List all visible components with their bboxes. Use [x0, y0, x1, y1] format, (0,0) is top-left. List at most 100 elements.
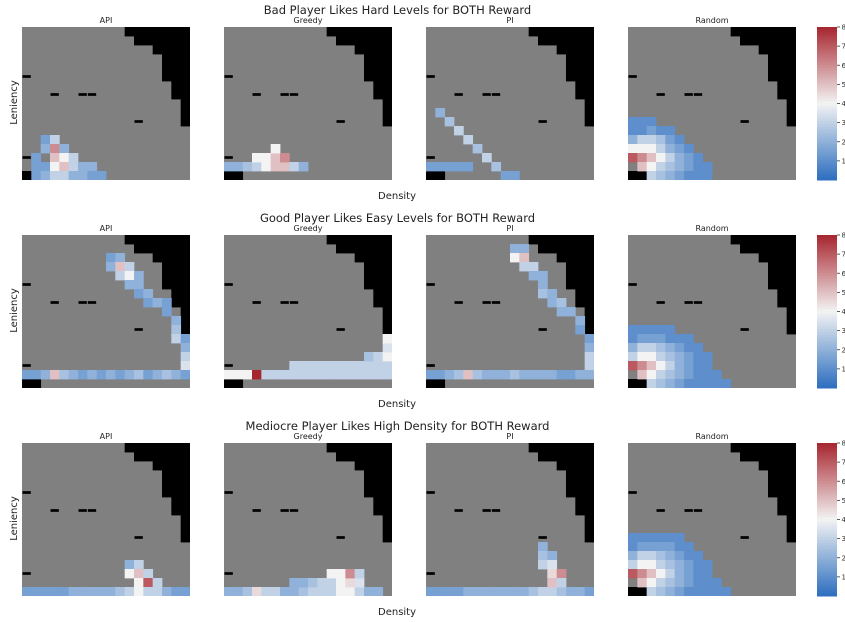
heatmap-cell	[40, 171, 51, 180]
invalid-cell	[171, 244, 182, 254]
invalid-cell	[382, 506, 392, 516]
colorbar-segment	[817, 34, 837, 38]
heatmap-cell	[373, 352, 384, 362]
heatmap-cell	[702, 352, 713, 362]
invalid-cell	[566, 262, 576, 272]
invalid-cell	[777, 289, 788, 299]
invalid-cell	[575, 54, 586, 64]
heatmap-cell	[693, 171, 704, 180]
heatmap-cell	[637, 153, 648, 163]
heatmap-cell	[646, 153, 657, 163]
invalid-cell	[180, 298, 190, 308]
invalid-cell	[575, 488, 586, 498]
colorbar-segment	[817, 357, 837, 361]
invalid-cell	[180, 90, 190, 100]
invalid-cell	[575, 443, 586, 453]
invalid-cell	[382, 443, 392, 453]
invalid-cell	[171, 253, 182, 263]
invalid-marker	[336, 455, 345, 458]
invalid-cell	[364, 280, 374, 290]
invalid-cell	[786, 452, 796, 462]
heatmap-cell	[317, 361, 328, 371]
invalid-cell	[786, 253, 796, 263]
heatmap-cell	[656, 361, 666, 371]
invalid-marker	[482, 509, 491, 512]
invalid-cell	[364, 271, 374, 281]
invalid-cell	[786, 27, 796, 37]
invalid-cell	[382, 90, 392, 100]
invalid-cell	[777, 470, 788, 480]
invalid-cell	[435, 379, 446, 388]
invalid-cell	[382, 27, 392, 37]
invalid-cell	[171, 262, 182, 272]
heatmap-cell	[584, 370, 594, 380]
invalid-marker	[538, 120, 547, 123]
heatmap-cell	[510, 253, 520, 263]
invalid-marker	[87, 93, 97, 96]
panel-title: API	[99, 432, 113, 441]
colorbar-segment	[817, 488, 837, 492]
heatmap-cell	[59, 162, 70, 172]
heatmap-cell	[500, 370, 511, 380]
invalid-marker	[336, 39, 345, 42]
invalid-marker	[383, 536, 392, 539]
heatmap-cell	[637, 352, 648, 362]
invalid-cell	[364, 63, 374, 73]
heatmap-cell	[87, 171, 98, 180]
heatmap-cell	[31, 153, 42, 163]
invalid-marker	[585, 328, 594, 331]
heatmap-cell	[31, 162, 42, 172]
heatmap-cell	[674, 352, 685, 362]
heatmap-cell	[674, 171, 685, 180]
colorbar-segment	[817, 445, 837, 449]
heatmap-cell	[674, 144, 685, 154]
invalid-cell	[575, 36, 586, 46]
heatmap-cell	[59, 370, 70, 380]
invalid-cell	[180, 72, 190, 82]
heatmap-cell	[298, 361, 309, 371]
heatmap-cell	[482, 370, 492, 380]
colorbar-segment	[817, 481, 837, 485]
invalid-cell	[556, 253, 567, 263]
heatmap-cell	[646, 126, 657, 136]
heatmap-cell	[50, 135, 60, 145]
colorbar-segment	[817, 583, 837, 587]
invalid-marker	[538, 446, 547, 449]
colorbar-tick-label: 3	[842, 327, 845, 335]
invalid-marker	[134, 247, 143, 250]
invalid-cell	[528, 27, 539, 37]
heatmap-cell	[646, 162, 657, 172]
invalid-cell	[180, 443, 190, 453]
invalid-cell	[786, 81, 796, 91]
heatmap-cell	[665, 361, 676, 371]
heatmap-cell	[721, 379, 732, 388]
heatmap-cell	[252, 153, 262, 163]
invalid-cell	[373, 81, 384, 91]
invalid-cell	[22, 379, 32, 388]
invalid-cell	[373, 253, 384, 263]
heatmap-cell	[656, 542, 666, 552]
heatmap-cell	[628, 144, 638, 154]
invalid-cell	[786, 63, 796, 73]
heatmap-cell	[224, 162, 234, 172]
heatmap-cell	[721, 587, 732, 596]
heatmap-cell	[31, 587, 42, 596]
invalid-cell	[426, 379, 436, 388]
invalid-cell	[152, 235, 163, 245]
colorbar-segment	[817, 255, 837, 259]
heatmap-cell	[482, 153, 492, 163]
invalid-cell	[180, 316, 190, 326]
panel-title: API	[99, 224, 113, 233]
heatmap-cell	[382, 352, 392, 362]
invalid-marker	[656, 93, 665, 96]
invalid-cell	[575, 289, 586, 299]
heatmap-cell	[674, 162, 685, 172]
invalid-cell	[575, 461, 586, 471]
heatmap-panel	[426, 443, 594, 596]
heatmap-cell	[180, 352, 190, 362]
invalid-cell	[435, 171, 446, 180]
heatmap-cell	[143, 569, 154, 579]
invalid-cell	[162, 72, 172, 82]
invalid-cell	[373, 452, 384, 462]
heatmap-cell	[233, 370, 244, 380]
